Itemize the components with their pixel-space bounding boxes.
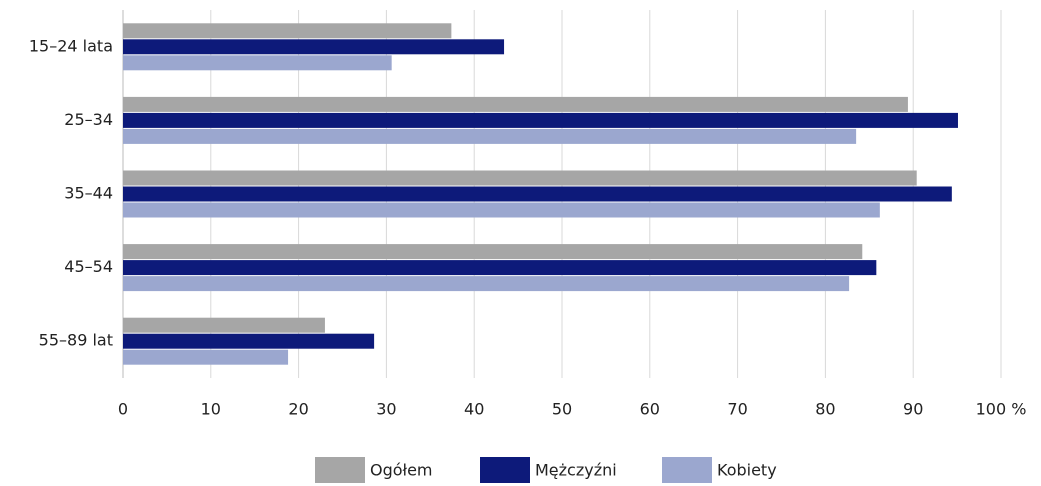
x-tick-label: 60: [640, 400, 660, 419]
legend-label: Ogółem: [370, 461, 433, 480]
bar: [123, 55, 392, 71]
bar: [123, 112, 958, 128]
bar: [123, 333, 375, 349]
bar: [123, 96, 908, 112]
x-tick-label: 20: [288, 400, 308, 419]
bar: [123, 260, 877, 276]
x-tick-label: 40: [464, 400, 484, 419]
x-tick-label: 100 %: [976, 400, 1027, 419]
bar: [123, 202, 880, 218]
x-tick-label: 0: [118, 400, 128, 419]
bar: [123, 244, 863, 260]
x-tick-label: 90: [903, 400, 923, 419]
bar: [123, 276, 850, 292]
bar: [123, 170, 917, 186]
bar: [123, 186, 952, 202]
y-tick-label: 55–89 lat: [39, 331, 113, 350]
x-tick-label: 30: [376, 400, 396, 419]
y-tick-label: 25–34: [64, 110, 113, 129]
y-tick-label: 15–24 lata: [29, 36, 113, 55]
bar: [123, 349, 289, 365]
legend-label: Kobiety: [717, 461, 777, 480]
bar: [123, 23, 452, 39]
y-tick-label: 35–44: [64, 184, 113, 203]
bar: [123, 317, 325, 333]
x-tick-label: 50: [552, 400, 572, 419]
x-tick-label: 80: [815, 400, 835, 419]
y-tick-label: 45–54: [64, 257, 113, 276]
x-tick-label: 10: [201, 400, 221, 419]
legend-swatch: [662, 457, 712, 483]
legend-swatch: [315, 457, 365, 483]
bar: [123, 128, 857, 144]
x-tick-label: 70: [727, 400, 747, 419]
legend-label: Mężczyźni: [535, 461, 617, 480]
bar: [123, 39, 505, 55]
legend-swatch: [480, 457, 530, 483]
